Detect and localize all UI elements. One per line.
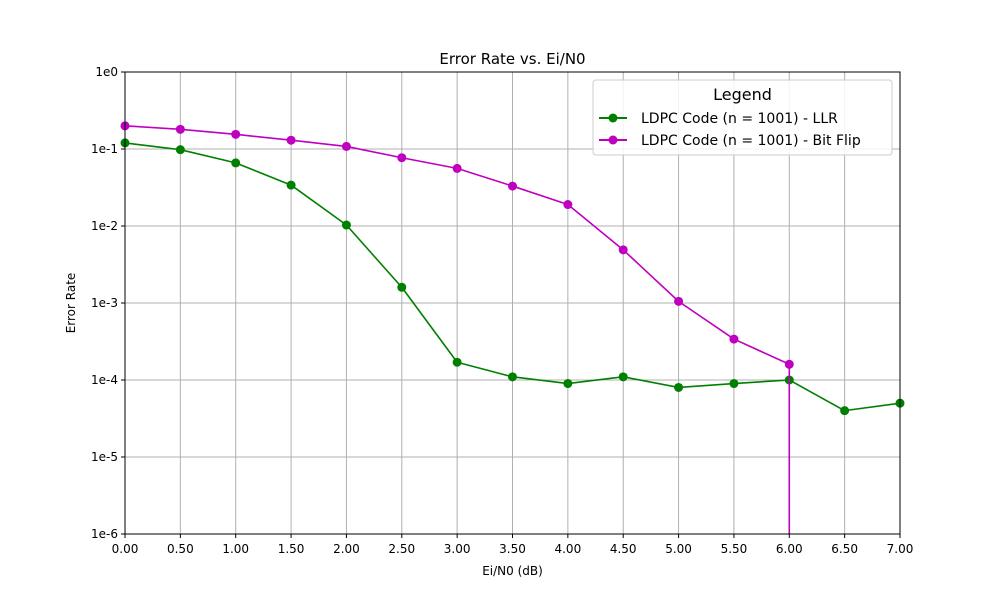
data-point-llr [175,145,185,155]
x-tick-label: 4.50 [610,542,637,556]
series-lines [120,121,905,534]
x-tick-label: 1.00 [222,542,249,556]
data-point-llr [729,379,739,389]
legend-marker-llr [608,113,618,123]
data-point-bit-flip [286,135,296,145]
x-tick-label: 5.00 [665,542,692,556]
x-tick-label: 2.50 [388,542,415,556]
data-point-bit-flip [397,153,407,163]
data-point-bit-flip [175,124,185,134]
legend-marker-bit-flip [608,135,618,145]
data-point-llr [341,220,351,230]
data-point-bit-flip [729,334,739,344]
legend-label-llr: LDPC Code (n = 1001) - LLR [641,111,838,127]
data-point-llr [618,372,628,382]
x-tick-label: 6.50 [831,542,858,556]
y-tick-label: 1e-5 [91,450,118,464]
data-point-bit-flip [674,296,684,306]
data-point-bit-flip [508,181,517,191]
data-point-llr [397,282,407,292]
data-point-llr [840,406,850,416]
legend-title: Legend [713,85,772,104]
x-tick-label: 0.00 [112,542,139,556]
data-point-bit-flip [563,200,573,210]
data-point-llr [231,158,241,168]
x-tick-label: 6.00 [776,542,803,556]
x-tick-label: 3.50 [499,542,526,556]
axis-ticks: 0.00 0.50 1.00 1.50 2.00 2.50 3.00 3.50 4.00 4.50… [91,65,913,556]
data-point-bit-flip [341,141,351,151]
data-point-llr [452,357,462,367]
x-tick-label: 7.00 [887,542,914,556]
x-tick-label: 3.00 [444,542,471,556]
data-point-llr [674,382,684,392]
y-axis-label: Error Rate [64,273,78,334]
x-tick-label: 5.50 [721,542,748,556]
data-point-bit-flip [452,163,462,173]
data-point-bit-flip [231,129,241,139]
data-point-bit-flip [618,245,628,255]
y-tick-label: 1e-3 [91,296,118,310]
x-tick-label: 2.00 [333,542,360,556]
series-line-bit-flip [125,125,791,534]
y-tick-label: 1e-1 [91,142,118,156]
y-tick-label: 1e-4 [91,373,118,387]
data-point-llr [508,372,517,382]
legend: Legend LDPC Code (n = 1001) - LLR LDPC C… [592,79,893,156]
x-axis-label: Ei/N0 (dB) [482,564,543,578]
legend-label-bit-flip: LDPC Code (n = 1001) - Bit Flip [641,133,861,149]
data-point-llr [286,180,296,190]
data-point-llr [563,379,573,389]
chart-title: Error Rate vs. Ei/N0 [439,50,585,68]
x-tick-label: 0.50 [167,542,194,556]
x-tick-label: 1.50 [278,542,305,556]
y-tick-label: 1e0 [95,65,118,79]
data-point-bit-flip [784,359,794,369]
y-tick-label: 1e-6 [91,527,118,541]
y-tick-label: 1e-2 [91,219,118,233]
x-tick-label: 4.00 [554,542,581,556]
legend-box [592,79,893,156]
